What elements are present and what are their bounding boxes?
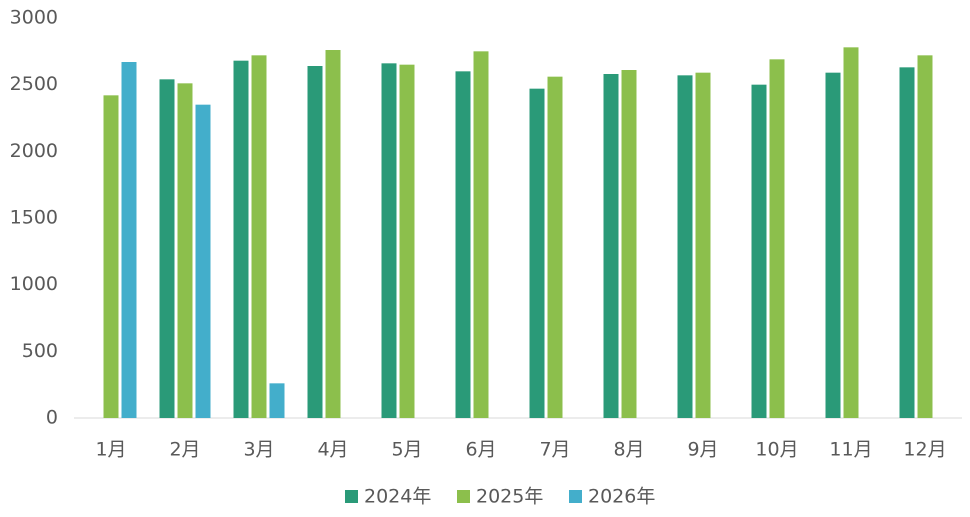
x-tick-label: 5月 [391, 439, 422, 461]
bar [381, 63, 397, 418]
x-tick-label: 9月 [687, 439, 718, 461]
bar [159, 79, 175, 418]
y-tick-label: 2000 [10, 140, 58, 162]
x-tick-label: 10月 [755, 439, 798, 461]
bar [917, 55, 933, 418]
x-tick-label: 3月 [243, 439, 274, 461]
x-tick-label: 2月 [169, 439, 200, 461]
bar [307, 66, 323, 418]
bar [325, 50, 341, 418]
bar [103, 95, 119, 418]
bar [621, 70, 637, 418]
x-tick-label: 7月 [539, 439, 570, 461]
legend-label: 2026年 [588, 486, 655, 508]
legend-label: 2025年 [476, 486, 543, 508]
x-tick-label: 4月 [317, 439, 348, 461]
x-tick-label: 8月 [613, 439, 644, 461]
bar [843, 47, 859, 418]
legend-label: 2024年 [364, 486, 431, 508]
bar [177, 83, 193, 418]
bar [473, 51, 489, 418]
legend-swatch [457, 490, 470, 503]
x-tick-label: 11月 [829, 439, 872, 461]
x-tick-label: 12月 [903, 439, 946, 461]
x-tick-label: 1月 [95, 439, 126, 461]
bar [769, 59, 785, 418]
bar [529, 88, 545, 419]
bar [695, 72, 711, 419]
bar [603, 74, 619, 418]
y-tick-label: 0 [46, 407, 58, 429]
bar [825, 72, 841, 419]
x-tick-label: 6月 [465, 439, 496, 461]
bar [195, 104, 211, 419]
y-tick-label: 1500 [10, 207, 58, 229]
y-tick-label: 500 [22, 340, 58, 362]
bar [251, 55, 267, 418]
bar [751, 84, 767, 419]
bar [677, 75, 693, 418]
legend-swatch [345, 490, 358, 503]
bar [899, 67, 915, 418]
y-tick-label: 2500 [10, 73, 58, 95]
bar [399, 64, 415, 419]
bar [121, 62, 137, 418]
bar [455, 71, 471, 418]
bar [269, 383, 285, 418]
bar [547, 76, 563, 419]
y-tick-label: 3000 [10, 7, 58, 29]
y-tick-label: 1000 [10, 273, 58, 295]
legend-swatch [569, 490, 582, 503]
bar [233, 60, 249, 419]
